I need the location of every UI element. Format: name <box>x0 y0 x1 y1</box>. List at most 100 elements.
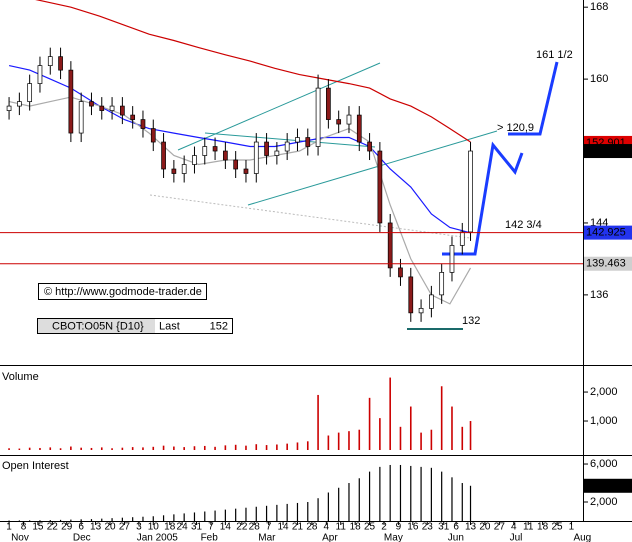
candle-body <box>439 272 445 296</box>
annotation: 161 1/2 <box>536 49 573 61</box>
candle-body <box>140 119 146 129</box>
candle-body <box>336 119 342 125</box>
candle-body <box>459 231 465 246</box>
x-tick-label: 22 <box>47 522 59 533</box>
panel-title: Open Interest <box>2 460 69 472</box>
bar <box>469 421 472 450</box>
candle-body <box>99 105 105 111</box>
candle-body <box>449 245 455 273</box>
last-box <box>584 478 632 493</box>
bar <box>121 517 123 521</box>
bar <box>173 514 175 521</box>
x-tick-label: 7 <box>208 522 214 533</box>
bar <box>8 448 10 450</box>
x-tick-label: 8 <box>21 522 27 533</box>
candle-body <box>315 87 321 147</box>
bar <box>224 445 227 450</box>
candle-body <box>89 101 94 107</box>
bar <box>111 448 113 450</box>
month-label: Apr <box>322 533 338 542</box>
bar <box>100 447 103 450</box>
candle-body <box>161 141 166 170</box>
bar <box>49 520 51 521</box>
x-tick-label: 28 <box>306 522 318 533</box>
bar <box>235 508 237 521</box>
candle-body <box>429 294 434 309</box>
trendline <box>247 130 498 206</box>
month-label: Mar <box>258 533 276 542</box>
bar <box>286 443 288 450</box>
bar <box>379 418 381 450</box>
panel-frames <box>0 0 632 522</box>
x-tick-label: 4 <box>511 522 517 533</box>
x-tick-label: 29 <box>61 522 73 533</box>
month-label: Aug <box>573 533 591 542</box>
trendline <box>204 132 376 148</box>
bar <box>338 487 340 521</box>
bar <box>317 498 319 521</box>
y-tick-label: 6,000 <box>590 458 618 470</box>
candle-body <box>253 141 259 174</box>
candle-body <box>212 146 218 152</box>
annotation: 132 <box>462 315 480 327</box>
x-tick-label: 7 <box>266 522 272 533</box>
bar <box>348 431 350 450</box>
candle-body <box>356 114 362 143</box>
panel-title: Volume <box>2 371 39 383</box>
bar <box>245 507 247 521</box>
bar <box>142 516 144 521</box>
bar <box>224 509 226 521</box>
bar <box>70 519 72 521</box>
bar <box>461 426 464 450</box>
annotation: > 120,9 <box>497 122 534 134</box>
candle-body <box>181 164 187 174</box>
candle-body <box>192 155 197 165</box>
candle-body <box>17 101 22 107</box>
bar <box>214 510 216 521</box>
x-tick-label: 28 <box>249 522 261 533</box>
bar <box>265 445 268 450</box>
bar <box>193 446 196 450</box>
x-tick-label: 16 <box>407 522 419 533</box>
month-label: Dec <box>73 533 91 542</box>
y-tick-label: 1,000 <box>590 415 618 427</box>
bar <box>441 471 443 521</box>
x-tick-label: 15 <box>32 522 44 533</box>
symbol: CBOT:O05N {D10} <box>52 320 144 332</box>
x-tick-label: 18 <box>537 522 549 533</box>
bar <box>183 447 185 450</box>
candle-body <box>243 168 249 174</box>
x-tick-label: 1 <box>6 522 12 533</box>
bar <box>440 386 443 450</box>
x-tick-label: 4 <box>324 522 330 533</box>
candle-body <box>295 137 300 143</box>
bar <box>245 445 247 450</box>
candle-body <box>264 141 269 156</box>
x-tick-label: 27 <box>119 522 131 533</box>
bar <box>59 519 62 521</box>
bar <box>276 504 278 521</box>
bar <box>265 505 268 521</box>
x-tick-label: 31 <box>438 522 450 533</box>
bar <box>307 502 309 521</box>
bar <box>469 485 472 521</box>
bar <box>420 432 422 450</box>
bar <box>276 444 278 450</box>
x-tick-label: 3 <box>136 522 142 533</box>
bar <box>461 483 463 521</box>
x-tick-label: 20 <box>479 522 491 533</box>
month-label: Jan 2005 <box>137 533 179 542</box>
month-label: Jul <box>510 533 523 542</box>
bar <box>327 435 330 450</box>
candle-body <box>284 141 290 152</box>
bar <box>399 426 402 450</box>
bar <box>39 447 41 450</box>
x-tick-label: 18 <box>350 522 362 533</box>
moving-average <box>8 96 472 305</box>
box <box>38 283 207 300</box>
candle-body <box>68 69 74 134</box>
x-tick-label: 10 <box>148 522 160 533</box>
moving-average <box>8 65 471 234</box>
bar <box>317 394 319 450</box>
